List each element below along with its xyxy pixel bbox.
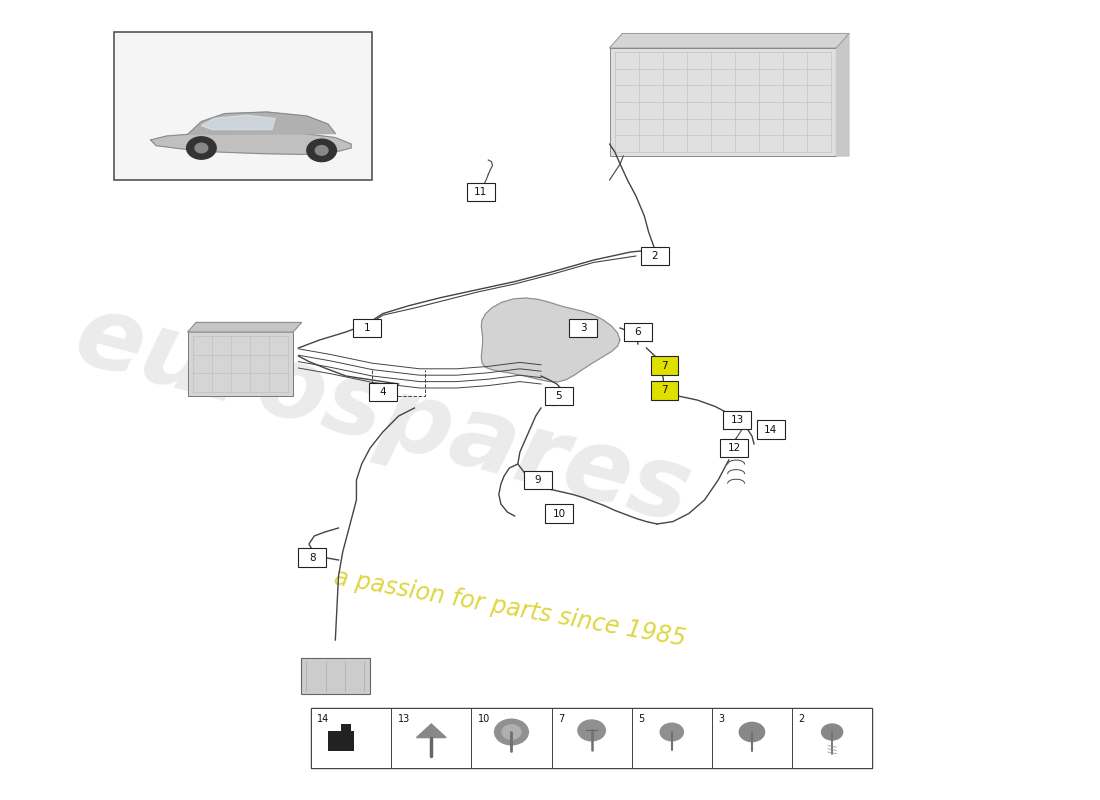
Polygon shape: [417, 724, 447, 738]
Text: 4: 4: [379, 387, 386, 397]
FancyBboxPatch shape: [570, 318, 597, 338]
Bar: [631, 708, 712, 768]
FancyBboxPatch shape: [546, 386, 573, 406]
FancyBboxPatch shape: [757, 420, 784, 439]
Text: 11: 11: [474, 187, 487, 197]
Text: 13: 13: [397, 714, 410, 725]
Bar: [328, 731, 354, 751]
Text: 3: 3: [580, 323, 586, 333]
Circle shape: [502, 725, 521, 739]
Text: 7: 7: [661, 361, 668, 370]
FancyBboxPatch shape: [724, 410, 751, 430]
Text: 8: 8: [309, 553, 316, 562]
Bar: [113, 32, 372, 180]
Polygon shape: [609, 34, 849, 48]
Text: 6: 6: [635, 327, 641, 337]
Text: 10: 10: [477, 714, 490, 725]
Bar: [311, 708, 392, 768]
Circle shape: [578, 720, 605, 741]
Bar: [301, 658, 370, 694]
Bar: [311, 708, 872, 768]
Bar: [188, 332, 293, 396]
Text: 9: 9: [535, 475, 541, 485]
Circle shape: [316, 146, 328, 155]
Polygon shape: [482, 298, 619, 382]
Circle shape: [195, 143, 208, 153]
FancyBboxPatch shape: [546, 504, 573, 523]
Circle shape: [822, 724, 843, 740]
Bar: [609, 48, 836, 156]
Polygon shape: [151, 131, 351, 154]
Text: 3: 3: [718, 714, 724, 725]
Bar: [551, 708, 631, 768]
FancyBboxPatch shape: [625, 322, 651, 342]
FancyBboxPatch shape: [370, 382, 396, 402]
Text: 12: 12: [727, 443, 740, 453]
FancyBboxPatch shape: [524, 470, 551, 490]
Text: 13: 13: [730, 415, 744, 425]
Text: 2: 2: [799, 714, 804, 725]
FancyBboxPatch shape: [298, 548, 326, 567]
Polygon shape: [188, 322, 301, 332]
Circle shape: [739, 722, 764, 742]
FancyBboxPatch shape: [641, 246, 669, 266]
Text: eurospares: eurospares: [65, 287, 701, 545]
Bar: [792, 708, 872, 768]
Text: 5: 5: [556, 391, 562, 401]
FancyBboxPatch shape: [651, 381, 678, 400]
Bar: [341, 724, 351, 732]
FancyBboxPatch shape: [651, 356, 678, 375]
Text: 7: 7: [558, 714, 564, 725]
Bar: [712, 708, 792, 768]
Text: 14: 14: [764, 425, 778, 434]
Bar: [392, 708, 472, 768]
FancyBboxPatch shape: [353, 318, 381, 338]
Bar: [472, 708, 551, 768]
Circle shape: [495, 719, 528, 745]
FancyBboxPatch shape: [720, 438, 748, 458]
Polygon shape: [836, 34, 849, 156]
Circle shape: [660, 723, 683, 741]
Polygon shape: [188, 112, 336, 134]
Text: 10: 10: [552, 509, 565, 518]
FancyBboxPatch shape: [468, 182, 495, 202]
Circle shape: [187, 137, 217, 159]
Text: 14: 14: [318, 714, 330, 725]
Text: a passion for parts since 1985: a passion for parts since 1985: [331, 565, 688, 651]
Text: 7: 7: [661, 386, 668, 395]
Text: 1: 1: [364, 323, 371, 333]
Circle shape: [307, 139, 337, 162]
Text: 2: 2: [651, 251, 658, 261]
Polygon shape: [201, 115, 275, 130]
Circle shape: [651, 251, 663, 261]
Text: 5: 5: [638, 714, 645, 725]
